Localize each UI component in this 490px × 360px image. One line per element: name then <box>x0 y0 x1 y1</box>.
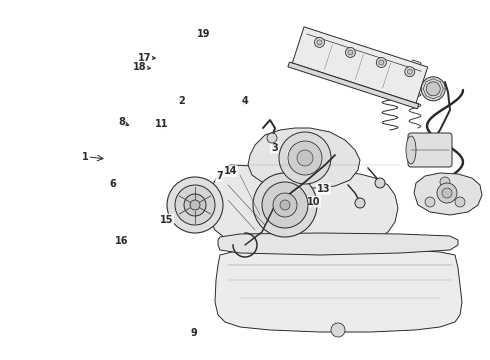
Circle shape <box>437 183 457 203</box>
Polygon shape <box>208 165 398 247</box>
Text: 8: 8 <box>118 117 125 127</box>
Circle shape <box>425 197 435 207</box>
Text: 18: 18 <box>133 62 147 72</box>
Polygon shape <box>293 27 428 103</box>
Text: 17: 17 <box>138 53 151 63</box>
Circle shape <box>184 194 206 216</box>
Circle shape <box>405 67 415 77</box>
Text: 4: 4 <box>242 96 248 106</box>
Circle shape <box>288 141 322 175</box>
Circle shape <box>280 200 290 210</box>
Circle shape <box>317 40 322 45</box>
Text: 15: 15 <box>160 215 173 225</box>
Circle shape <box>442 188 452 198</box>
Ellipse shape <box>406 136 416 164</box>
Polygon shape <box>288 62 419 109</box>
Text: 12: 12 <box>297 143 311 153</box>
Text: 5: 5 <box>288 152 295 162</box>
Circle shape <box>175 185 215 225</box>
Circle shape <box>297 150 313 166</box>
Circle shape <box>167 177 223 233</box>
Text: 13: 13 <box>317 184 330 194</box>
Text: 3: 3 <box>271 143 278 153</box>
Circle shape <box>421 77 445 101</box>
Circle shape <box>190 200 200 210</box>
Circle shape <box>345 48 355 58</box>
Text: 19: 19 <box>196 29 210 39</box>
Circle shape <box>407 69 412 74</box>
Circle shape <box>273 193 297 217</box>
Circle shape <box>331 323 345 337</box>
Polygon shape <box>218 233 458 255</box>
Circle shape <box>376 58 386 67</box>
Circle shape <box>348 50 353 55</box>
Circle shape <box>355 198 365 208</box>
Circle shape <box>455 197 465 207</box>
Text: 14: 14 <box>223 166 237 176</box>
Text: 2: 2 <box>178 96 185 106</box>
Text: 16: 16 <box>115 236 128 246</box>
Text: 7: 7 <box>216 171 223 181</box>
Text: 11: 11 <box>155 119 169 129</box>
Polygon shape <box>248 128 360 188</box>
Circle shape <box>379 60 384 65</box>
Text: 10: 10 <box>307 197 320 207</box>
Text: 9: 9 <box>190 328 197 338</box>
Circle shape <box>315 37 324 48</box>
Circle shape <box>253 173 317 237</box>
FancyBboxPatch shape <box>408 133 452 167</box>
Text: 6: 6 <box>109 179 116 189</box>
Circle shape <box>426 82 440 96</box>
Circle shape <box>375 178 385 188</box>
Text: 1: 1 <box>82 152 89 162</box>
Polygon shape <box>414 173 482 215</box>
Circle shape <box>262 182 308 228</box>
Circle shape <box>267 133 277 143</box>
Circle shape <box>440 177 450 187</box>
Polygon shape <box>215 248 462 332</box>
Circle shape <box>279 132 331 184</box>
